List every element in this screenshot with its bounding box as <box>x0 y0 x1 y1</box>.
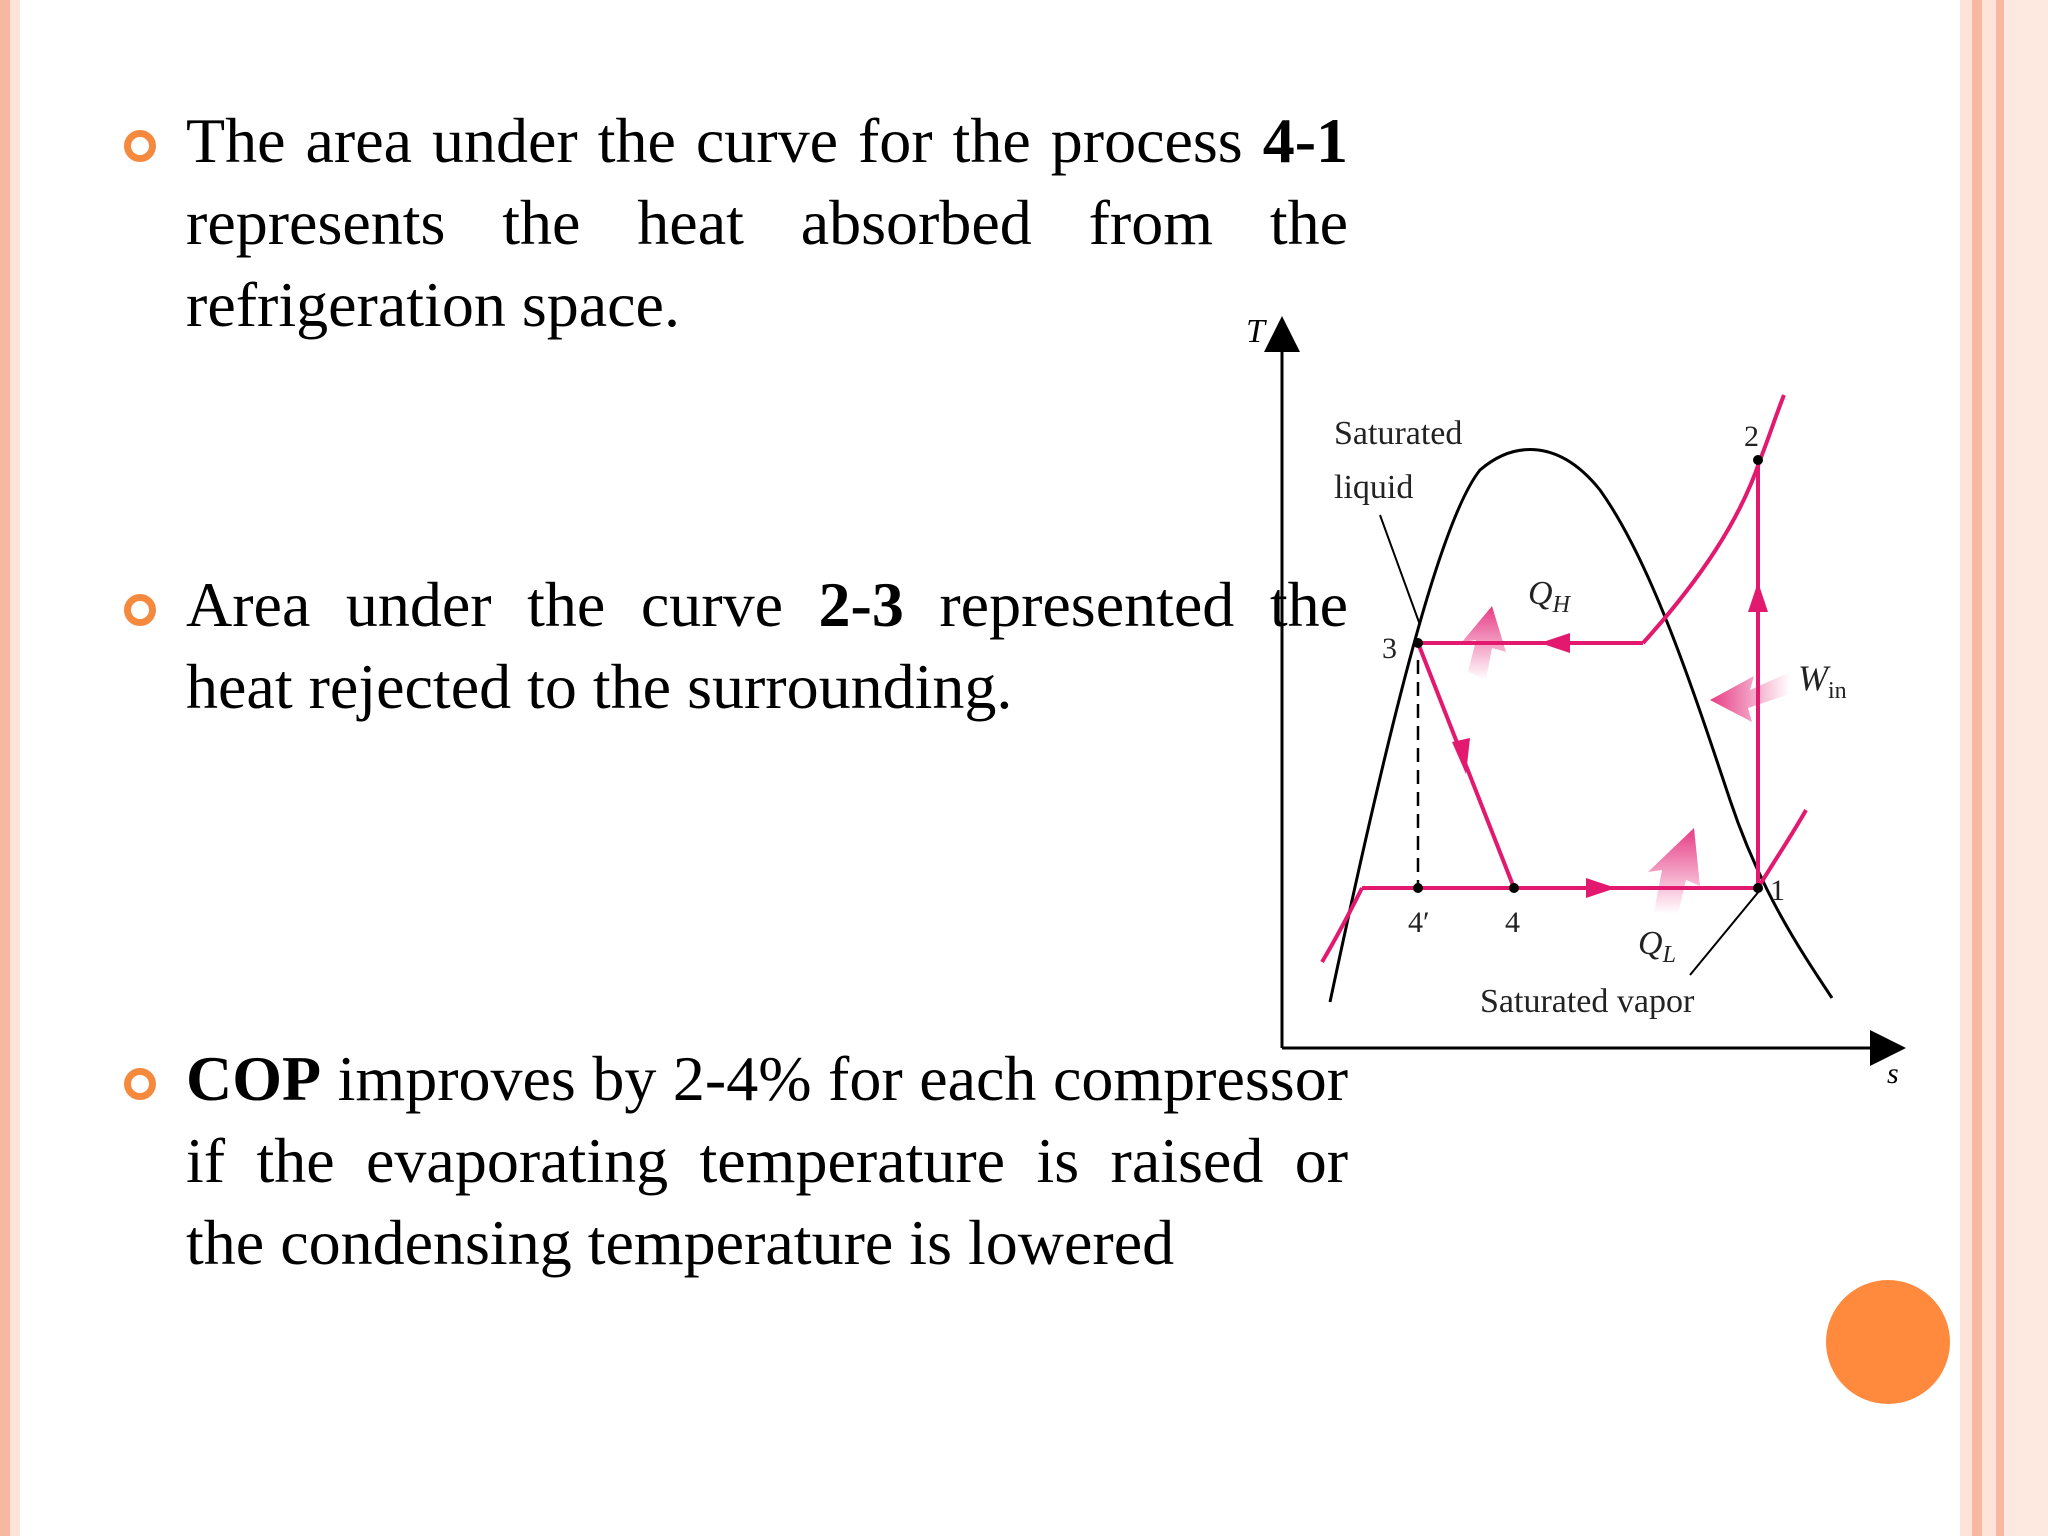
heat-rejected-arrow-icon <box>1462 606 1506 680</box>
point-1-label: 1 <box>1770 874 1785 907</box>
throttling-arrowhead <box>1452 738 1470 774</box>
evaporation-arrowhead <box>1586 878 1616 898</box>
point-4-label: 4 <box>1505 906 1520 939</box>
compression-arrowhead <box>1748 582 1768 612</box>
saturated-vapor-label: Saturated vapor <box>1480 983 1695 1020</box>
q-h-label: QH <box>1528 575 1572 618</box>
y-axis-label: T <box>1246 313 1267 350</box>
state-point-3 <box>1413 638 1423 648</box>
state-point-2 <box>1753 455 1763 465</box>
saturated-liquid-label-2: liquid <box>1334 469 1413 506</box>
saturated-liquid-leader <box>1379 514 1421 626</box>
right-stripe-light-2 <box>1982 0 1996 1536</box>
text-run: The area under the curve for the process <box>186 105 1263 176</box>
text-run-bold: 2-3 <box>818 569 904 640</box>
text-run: Area under the curve <box>186 569 819 640</box>
right-stripe-mid-2 <box>1996 0 2004 1536</box>
state-point-4 <box>1509 883 1519 893</box>
state-point-1 <box>1753 883 1763 893</box>
saturation-dome <box>1328 448 1834 1003</box>
ts-diagram: T s Saturated liquid Satura <box>1230 300 1930 1120</box>
text-run: represents the heat absorbed from the re… <box>186 187 1348 340</box>
text-run: represented the heat rejected to the sur… <box>186 569 1348 722</box>
ts-diagram-svg: T s Saturated liquid Satura <box>1246 313 1906 1090</box>
left-stripe-light <box>10 0 20 1536</box>
bullet-text-1: The area under the curve for the process… <box>186 100 1348 346</box>
left-stripe <box>0 0 10 1536</box>
right-stripe-edge <box>2004 0 2048 1536</box>
saturated-liquid-label: Saturated <box>1334 415 1462 452</box>
bullet-marker-icon <box>124 130 156 162</box>
vapor-end-curve <box>1756 809 1808 890</box>
point-3-label: 3 <box>1382 632 1397 665</box>
text-run-bold: 4-1 <box>1262 105 1348 176</box>
text-run: improves by 2-4% for each compressor if … <box>186 1043 1348 1278</box>
text-run-bold: COP <box>186 1043 322 1114</box>
condensation-arrowhead <box>1540 633 1570 653</box>
w-in-label: Win <box>1798 658 1847 704</box>
bullet-text-2: Area under the curve 2-3 represented the… <box>186 564 1348 728</box>
point-4-prime-label: 4′ <box>1408 906 1430 939</box>
bullet-text-3: COP improves by 2-4% for each compressor… <box>186 1038 1348 1284</box>
decorative-circle <box>1826 1280 1950 1404</box>
bullet-marker-icon <box>124 1068 156 1100</box>
work-input-arrow-icon <box>1710 672 1790 722</box>
heat-absorbed-arrow-icon <box>1648 828 1700 914</box>
superheat-curve <box>1641 394 1786 645</box>
right-stripe-light <box>1960 0 1972 1536</box>
saturated-vapor-leader <box>1689 889 1761 976</box>
right-stripe-mid <box>1972 0 1982 1536</box>
q-l-label: QL <box>1638 925 1676 968</box>
state-point-4-prime <box>1413 883 1423 893</box>
subcooled-curve <box>1320 887 1364 964</box>
bullet-marker-icon <box>124 594 156 626</box>
x-axis-label: s <box>1887 1057 1899 1090</box>
point-2-label: 2 <box>1744 420 1759 453</box>
